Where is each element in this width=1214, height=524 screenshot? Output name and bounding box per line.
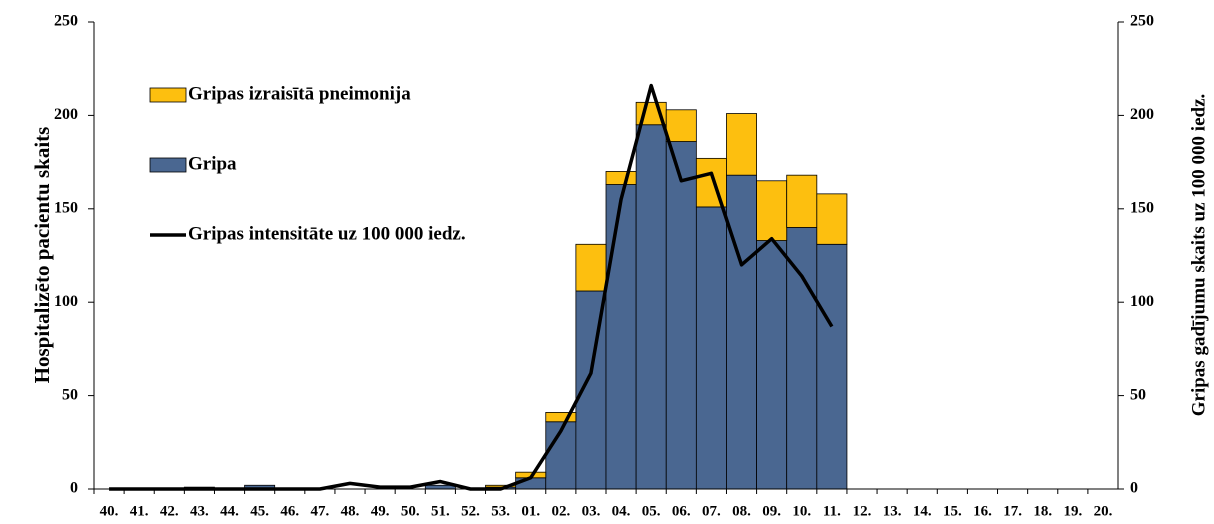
x-tick-label: 50. [401, 503, 420, 519]
x-tick-label: 44. [220, 503, 239, 519]
bar [605, 171, 637, 185]
y-tick-label: 0 [70, 480, 78, 497]
x-tick-label: 15. [943, 503, 962, 519]
bar [726, 174, 757, 490]
y-axis-title: Hospitalizēto pacientu skaits [30, 127, 54, 384]
x-tick-label: 20. [1094, 503, 1113, 519]
bar [665, 141, 697, 490]
x-tick-label: 02. [551, 503, 570, 519]
y-tick-label: 50 [62, 386, 78, 403]
x-tick-label: 51. [431, 503, 450, 519]
bar [756, 240, 788, 490]
x-tick-label: 48. [341, 503, 360, 519]
x-tick-label: 46. [280, 503, 299, 519]
y2-tick-label: 0 [1130, 480, 1138, 497]
bar [816, 193, 848, 245]
bar [726, 113, 757, 176]
legend-label: Gripa [188, 153, 237, 174]
x-tick-label: 19. [1063, 503, 1082, 519]
y2-axis-title: Gripas gadījumu skaits uz 100 000 iedz. [1188, 94, 1209, 417]
x-tick-label: 16. [973, 503, 992, 519]
y2-tick-label: 250 [1130, 13, 1154, 30]
bar [635, 124, 667, 490]
x-tick-label: 52. [461, 503, 480, 519]
bar [756, 180, 788, 241]
bar [485, 484, 517, 488]
y-tick-label: 150 [54, 199, 78, 216]
x-tick-label: 12. [853, 503, 872, 519]
x-tick-label: 06. [672, 503, 691, 519]
x-tick-label: 08. [732, 503, 751, 519]
legend-swatch [149, 157, 187, 173]
legend-label: Gripas izraisītā pneimonija [188, 83, 411, 104]
bar [695, 206, 727, 490]
x-tick-label: 09. [762, 503, 781, 519]
y2-tick-label: 50 [1130, 386, 1146, 403]
x-tick-label: 10. [792, 503, 811, 519]
x-tick-label: 49. [371, 503, 390, 519]
x-tick-label: 18. [1033, 503, 1052, 519]
x-tick-label: 11. [823, 503, 841, 519]
x-tick-label: 17. [1003, 503, 1022, 519]
y2-tick-label: 200 [1130, 106, 1154, 123]
x-tick-label: 04. [612, 503, 631, 519]
x-tick-label: 42. [160, 503, 179, 519]
x-tick-label: 41. [130, 503, 149, 519]
bar [816, 243, 848, 490]
x-tick-label: 14. [913, 503, 932, 519]
y2-tick-label: 100 [1130, 293, 1154, 310]
x-tick-label: 53. [491, 503, 510, 519]
bar [605, 184, 637, 490]
x-tick-label: 03. [582, 503, 601, 519]
x-tick-label: 40. [100, 503, 119, 519]
x-tick-label: 01. [521, 503, 540, 519]
bar [786, 227, 818, 490]
x-tick-label: 47. [311, 503, 330, 519]
legend-swatch [149, 87, 187, 103]
bar [545, 412, 577, 423]
y-tick-label: 250 [54, 13, 78, 30]
legend-label: Gripas intensitāte uz 100 000 iedz. [188, 223, 466, 244]
y2-tick-label: 150 [1130, 199, 1154, 216]
bar [786, 174, 818, 228]
bar [665, 109, 697, 142]
x-tick-label: 07. [702, 503, 721, 519]
bar [575, 243, 607, 292]
y-tick-label: 100 [54, 293, 78, 310]
x-tick-label: 43. [190, 503, 209, 519]
bar [695, 157, 727, 208]
x-tick-label: 05. [642, 503, 661, 519]
x-tick-label: 45. [250, 503, 269, 519]
x-tick-label: 13. [883, 503, 902, 519]
y-tick-label: 200 [54, 106, 78, 123]
